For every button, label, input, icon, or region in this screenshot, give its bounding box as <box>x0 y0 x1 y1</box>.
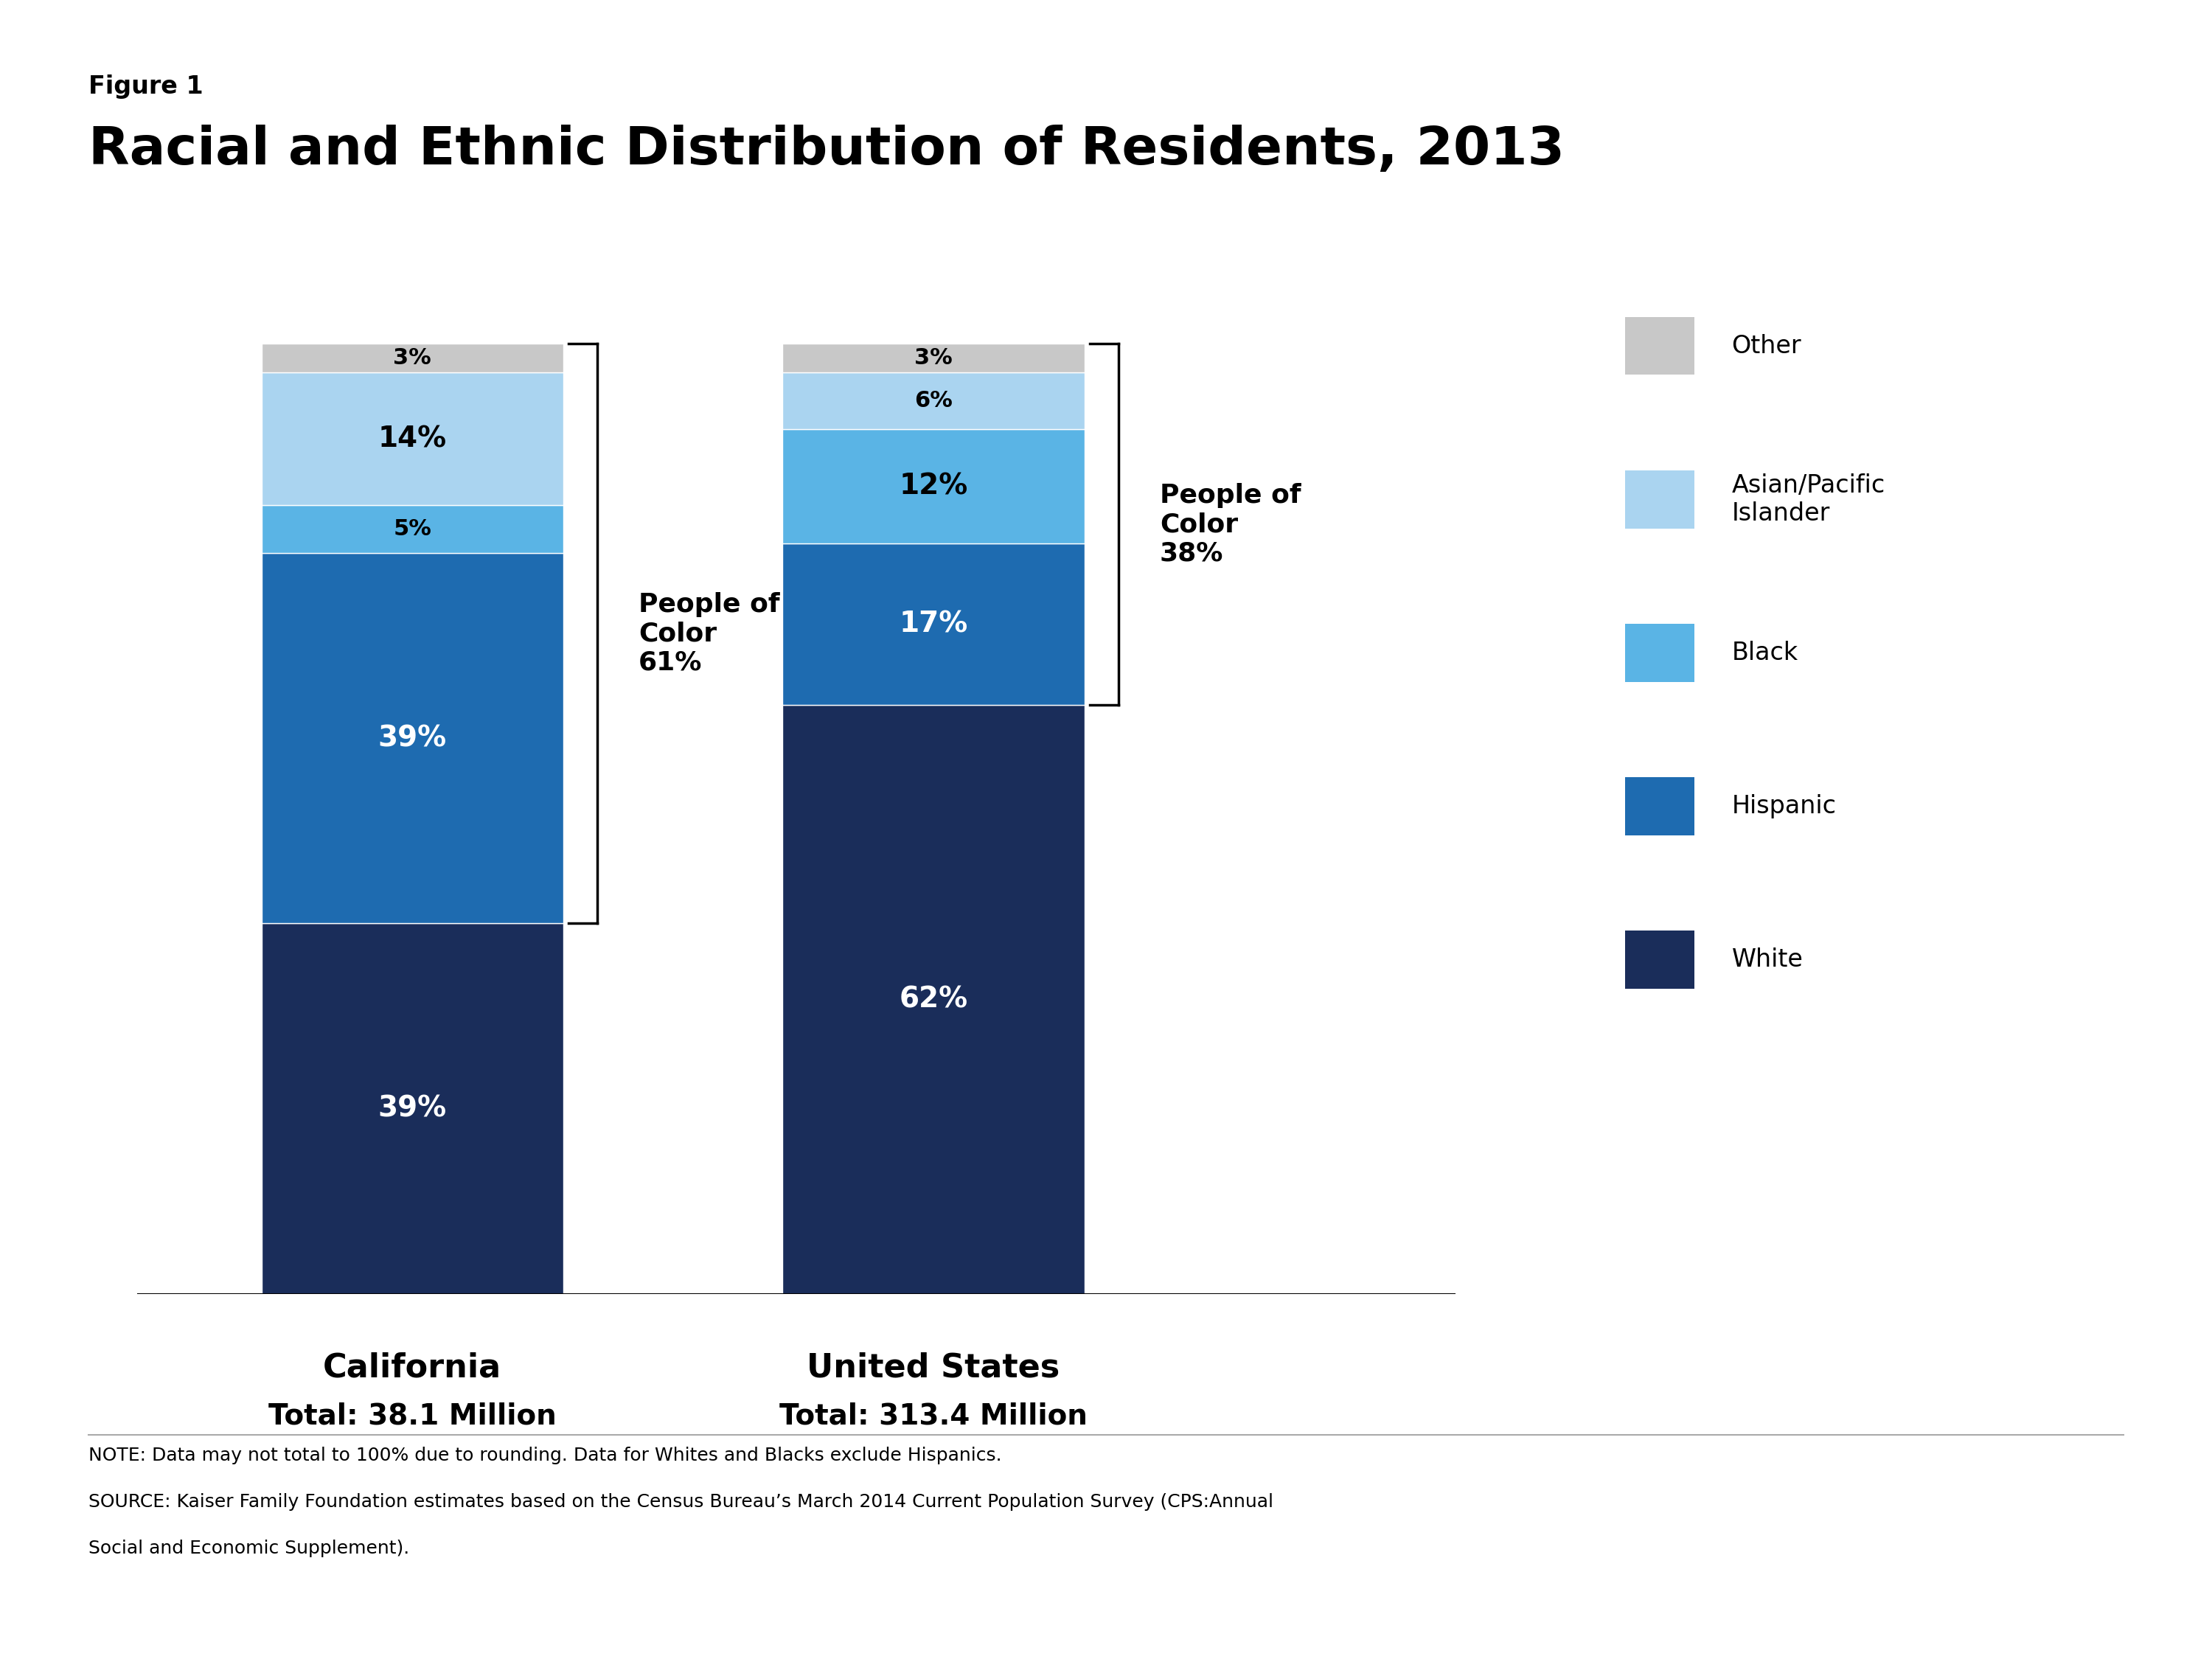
Text: United States: United States <box>807 1352 1060 1384</box>
Bar <box>783 705 1084 1294</box>
Bar <box>261 343 564 372</box>
Text: 39%: 39% <box>378 725 447 752</box>
Text: 3%: 3% <box>394 347 431 368</box>
FancyBboxPatch shape <box>1626 931 1694 989</box>
Text: NOTE: Data may not total to 100% due to rounding. Data for Whites and Blacks exc: NOTE: Data may not total to 100% due to … <box>88 1447 1002 1465</box>
Bar <box>783 430 1084 544</box>
Text: Asian/Pacific
Islander: Asian/Pacific Islander <box>1732 473 1885 526</box>
Text: California: California <box>323 1352 502 1384</box>
Text: Other: Other <box>1732 333 1801 358</box>
Text: 62%: 62% <box>898 985 969 1014</box>
Text: 12%: 12% <box>898 473 969 501</box>
Bar <box>783 343 1084 372</box>
FancyBboxPatch shape <box>1626 624 1694 682</box>
Text: 5%: 5% <box>394 519 431 539</box>
Text: People of
Color
38%: People of Color 38% <box>1159 483 1301 566</box>
Text: 39%: 39% <box>378 1095 447 1123</box>
Bar <box>261 372 564 506</box>
Text: 14%: 14% <box>378 425 447 453</box>
Bar <box>261 552 564 924</box>
Bar <box>261 506 564 552</box>
Text: 3%: 3% <box>914 347 953 368</box>
Text: Social and Economic Supplement).: Social and Economic Supplement). <box>88 1540 409 1558</box>
Text: 17%: 17% <box>898 611 969 639</box>
FancyBboxPatch shape <box>1626 317 1694 375</box>
Text: THE HENRY J.: THE HENRY J. <box>1964 1481 2039 1491</box>
FancyBboxPatch shape <box>1626 471 1694 528</box>
Text: People of
Color
61%: People of Color 61% <box>639 592 781 675</box>
Text: Hispanic: Hispanic <box>1732 795 1836 818</box>
Text: FOUNDATION: FOUNDATION <box>1964 1594 2039 1604</box>
Bar <box>783 372 1084 430</box>
Text: White: White <box>1732 947 1803 972</box>
Bar <box>261 924 564 1294</box>
Text: KAISER: KAISER <box>1960 1515 2044 1535</box>
Text: Total: 38.1 Million: Total: 38.1 Million <box>268 1402 557 1430</box>
Text: Figure 1: Figure 1 <box>88 75 204 100</box>
Bar <box>783 544 1084 705</box>
Text: Total: 313.4 Million: Total: 313.4 Million <box>779 1402 1088 1430</box>
Text: Racial and Ethnic Distribution of Residents, 2013: Racial and Ethnic Distribution of Reside… <box>88 124 1564 176</box>
Text: SOURCE: Kaiser Family Foundation estimates based on the Census Bureau’s March 20: SOURCE: Kaiser Family Foundation estimat… <box>88 1493 1274 1511</box>
Text: FAMILY: FAMILY <box>1973 1556 2031 1569</box>
Text: Black: Black <box>1732 640 1798 665</box>
Text: 6%: 6% <box>914 390 953 411</box>
FancyBboxPatch shape <box>1626 776 1694 836</box>
